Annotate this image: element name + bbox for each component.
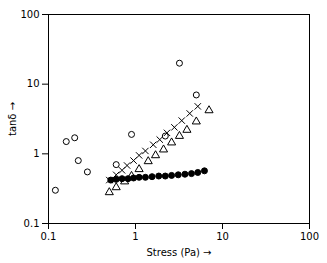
- svg-text:tanδ →: tanδ →: [7, 102, 18, 136]
- svg-text:0.1: 0.1: [24, 218, 40, 229]
- svg-text:10: 10: [27, 78, 40, 89]
- svg-text:100: 100: [20, 9, 39, 20]
- svg-text:100: 100: [300, 231, 319, 242]
- svg-text:1: 1: [33, 148, 39, 159]
- svg-text:10: 10: [216, 231, 229, 242]
- svg-text:1: 1: [132, 231, 138, 242]
- svg-text:0.1: 0.1: [41, 231, 57, 242]
- svg-text:Stress (Pa) →: Stress (Pa) →: [147, 247, 212, 258]
